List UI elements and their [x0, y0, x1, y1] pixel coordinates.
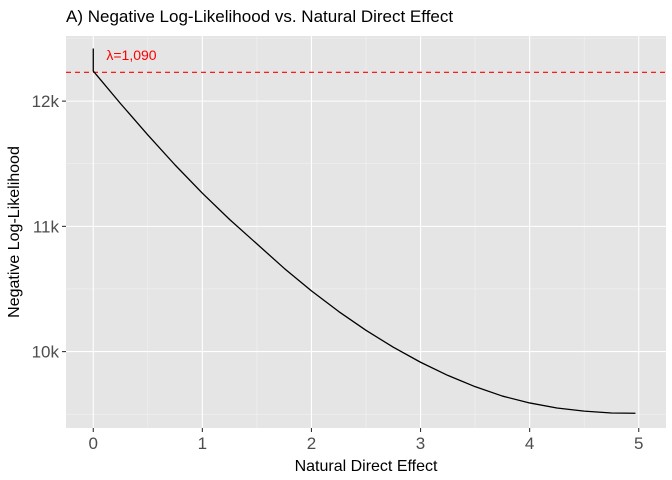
x-tick-label: 5	[634, 434, 643, 453]
x-tick-label: 1	[198, 434, 207, 453]
series-line	[92, 48, 636, 414]
y-tick-label: 11k	[33, 217, 60, 236]
x-tick-label: 3	[416, 434, 425, 453]
x-axis: 0 1 2 3 4 5	[89, 428, 643, 453]
series-layer	[92, 48, 636, 414]
x-axis-label: Natural Direct Effect	[295, 458, 438, 475]
major-grid	[66, 36, 666, 428]
x-tick-label: 0	[89, 434, 98, 453]
y-tick-label: 12k	[32, 92, 60, 111]
chart-title: A) Negative Log-Likelihood vs. Natural D…	[66, 7, 453, 26]
x-tick-label: 2	[307, 434, 316, 453]
annotation-layer: λ=1,090	[106, 47, 156, 63]
y-axis: 10k 11k 12k	[32, 92, 66, 362]
annotation-label: λ=1,090	[106, 47, 156, 63]
y-axis-label: Negative Log-Likelihood	[6, 146, 23, 318]
x-tick-label: 4	[525, 434, 534, 453]
y-tick-label: 10k	[32, 343, 60, 362]
